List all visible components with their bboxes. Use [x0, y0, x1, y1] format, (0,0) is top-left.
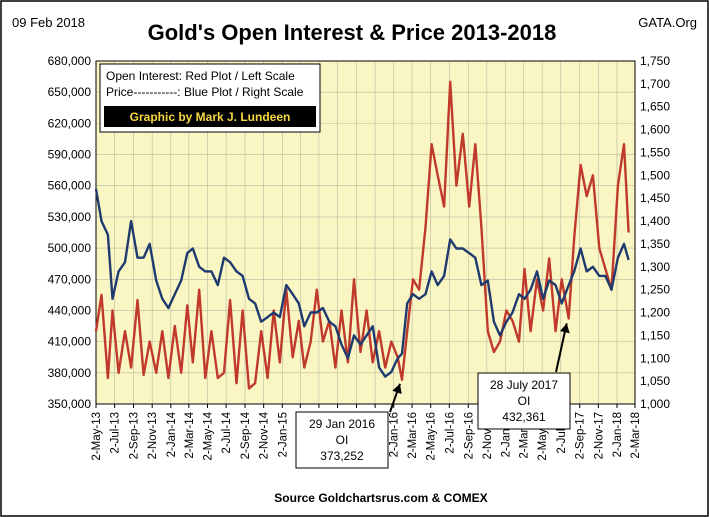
left-tick-label: 470,000 [48, 272, 92, 286]
right-tick-label: 1,400 [640, 214, 670, 228]
annotation-2017: 28 July 2017 OI 432,361 [477, 372, 571, 430]
right-tick-label: 1,100 [640, 351, 670, 365]
plot-border [95, 60, 636, 405]
date-label: 09 Feb 2018 [12, 15, 85, 30]
x-tick-label: 2-Jul-16 [444, 412, 456, 454]
right-tick-label: 1,600 [640, 123, 670, 137]
credit-text: Graphic by Mark J. Lundeen [130, 110, 291, 124]
x-tick-label: 2-Jan-18 [612, 412, 624, 457]
left-tick-label: 350,000 [48, 397, 92, 411]
x-tick-label: 2-Sep-13 [129, 412, 141, 459]
right-tick-label: 1,500 [640, 168, 670, 182]
x-tick-label: 2-Jan-14 [166, 411, 178, 457]
left-tick-label: 680,000 [48, 54, 92, 68]
annotation-arrows [389, 323, 570, 413]
x-tick-label: 2-May-14 [202, 411, 214, 460]
right-tick-label: 1,550 [640, 145, 670, 159]
annotation-2016-oi-label: OI [336, 433, 349, 447]
right-tick-label: 1,250 [640, 283, 670, 297]
right-tick-label: 1,450 [640, 191, 670, 205]
legend-price: Price-----------: Blue Plot / Right Scal… [106, 85, 304, 99]
right-tick-label: 1,650 [640, 100, 670, 114]
x-tick-label: 2-Jan-16 [389, 412, 401, 457]
x-tick-label: 2-Sep-17 [575, 412, 587, 459]
x-tick-label: 2-Jan-17 [501, 412, 513, 457]
legend-box: Open Interest: Red Plot / Left Scale Pri… [99, 63, 321, 133]
x-tick-label: 2-Nov-17 [593, 412, 605, 459]
annotation-2017-oi-value: 432,361 [502, 410, 546, 424]
source-label: Source Goldchartsrus.com & COMEX [274, 491, 487, 505]
right-tick-label: 1,050 [640, 374, 670, 388]
arrow-2016-head [392, 383, 402, 394]
annotation-2017-box [477, 372, 571, 430]
left-tick-label: 590,000 [48, 148, 92, 162]
annotation-2016-oi-value: 373,252 [320, 449, 364, 463]
annotation-2016-date: 29 Jan 2016 [309, 417, 375, 431]
left-tick-label: 650,000 [48, 85, 92, 99]
annotation-2017-oi-label: OI [518, 394, 531, 408]
annotation-2016: 29 Jan 2016 OI 373,252 [295, 411, 389, 469]
series-open-interest-line [94, 80, 630, 390]
x-tick-label: 2-Nov-14 [259, 411, 271, 459]
right-tick-label: 1,350 [640, 237, 670, 251]
chart-title: Gold's Open Interest & Price 2013-2018 [148, 20, 557, 45]
left-tick-label: 560,000 [48, 179, 92, 193]
x-tick-label: 2-Sep-16 [463, 412, 475, 459]
arrow-2017-head [559, 323, 570, 334]
right-tick-label: 1,300 [640, 260, 670, 274]
series-layer [94, 80, 630, 390]
left-tick-label: 410,000 [48, 335, 92, 349]
right-tick-label: 1,150 [640, 328, 670, 342]
x-tick-label: 2-May-16 [426, 412, 438, 461]
x-tick-label: 2-Jul-13 [110, 412, 122, 454]
right-tick-label: 1,000 [640, 397, 670, 411]
left-axis-ticks: 350,000 380,000 410,000 440,000 470,000 500,0… [48, 54, 92, 411]
left-tick-label: 380,000 [48, 366, 92, 380]
x-tick-label: 2-Mar-18 [630, 412, 642, 459]
left-tick-label: 440,000 [48, 303, 92, 317]
x-tick-label: 2-Mar-14 [184, 411, 196, 458]
right-tick-label: 1,700 [640, 77, 670, 91]
site-label: GATA.Org [638, 15, 697, 30]
x-tick-label: 2-Jan-15 [277, 412, 289, 457]
credit-badge [104, 106, 316, 127]
legend-open-interest: Open Interest: Red Plot / Left Scale [106, 69, 295, 83]
right-tick-label: 1,750 [640, 54, 670, 68]
x-tick-label: 2-May-13 [91, 412, 103, 461]
left-tick-label: 530,000 [48, 210, 92, 224]
left-tick-label: 620,000 [48, 116, 92, 130]
left-tick-label: 500,000 [48, 241, 92, 255]
x-tick-label: 2-Mar-16 [407, 412, 419, 459]
right-axis-ticks: 1,000 1,050 1,100 1,150 1,200 1,250 1,300 1,350… [640, 54, 670, 411]
x-tick-label: 2-Nov-13 [147, 412, 159, 459]
x-tick-label: 2-Jul-14 [221, 411, 233, 453]
annotation-2017-date: 28 July 2017 [490, 378, 558, 392]
annotation-2016-box [295, 411, 389, 469]
x-tick-label: 2-Sep-14 [240, 411, 252, 459]
series-price-line [94, 188, 630, 378]
right-tick-label: 1,200 [640, 306, 670, 320]
